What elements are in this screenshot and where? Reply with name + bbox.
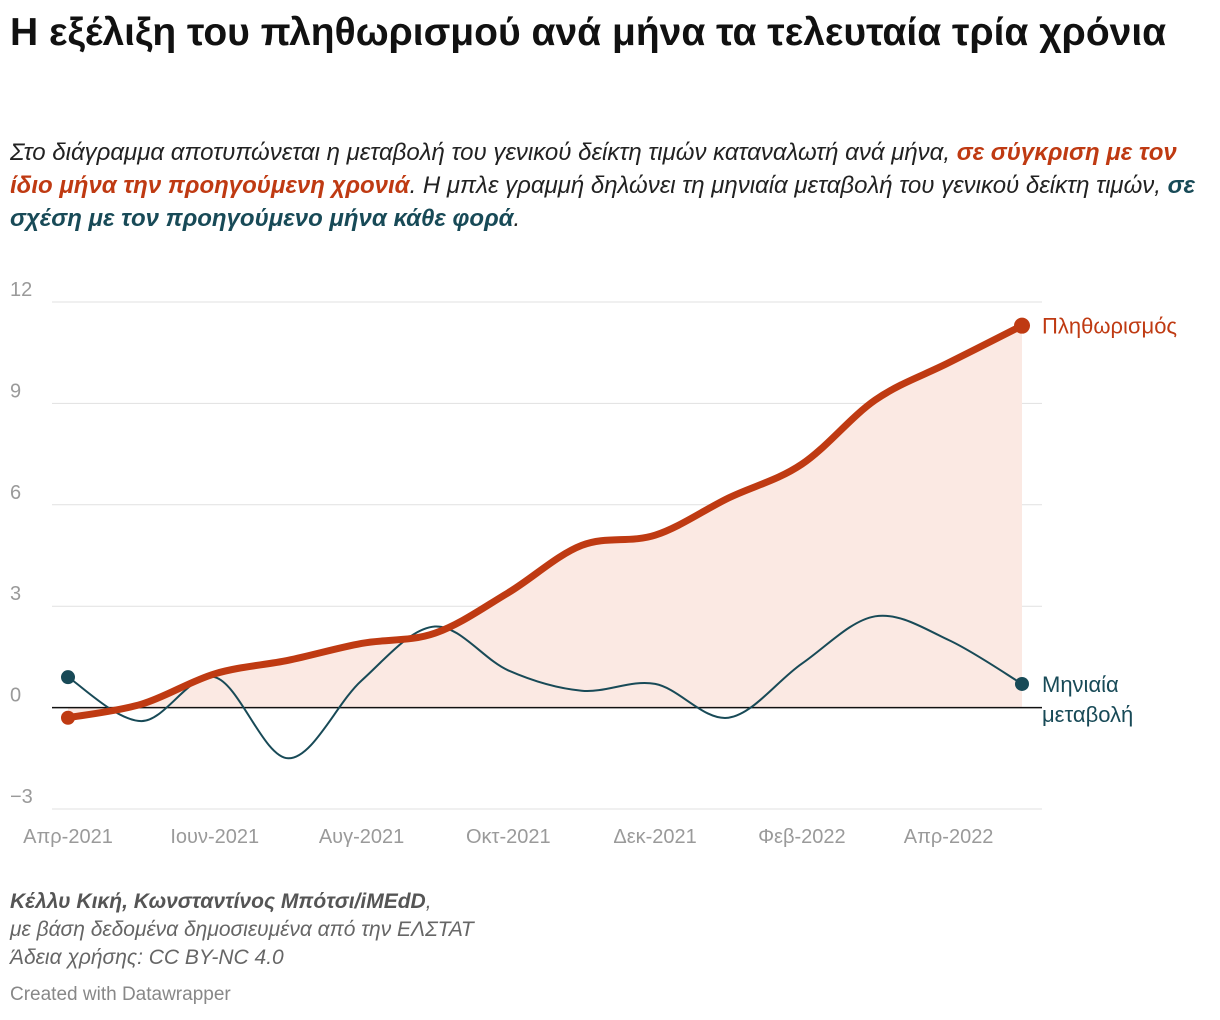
subtitle-highlight-monthly: σε σχέση με τον προηγούμενο μήνα κάθε φο…: [10, 172, 1196, 232]
chart-subtitle: Στο διάγραμμα αποτυπώνεται η μεταβολή το…: [10, 136, 1205, 235]
footer-license: Άδεια χρήσης: CC BY-NC 4.0: [10, 946, 284, 969]
datawrapper-credit: Created with Datawrapper: [10, 984, 231, 1005]
inflation-area: [68, 325, 1022, 718]
monthly-end-dot: [1015, 676, 1029, 691]
y-tick-label: 6: [10, 482, 21, 504]
y-tick-label: 0: [10, 685, 21, 707]
x-tick-label: Απρ-2022: [904, 826, 994, 848]
x-axis-ticks: Απρ-2021 Ιουν-2021 Αυγ-2021 Οκτ-2021 Δεκ-202…: [23, 826, 993, 848]
x-tick-label: Απρ-2021: [23, 826, 113, 848]
x-tick-label: Αυγ-2021: [319, 826, 404, 848]
footer-source: με βάση δεδομένα δημοσιευμένα από την ΕΛ…: [10, 918, 474, 941]
monthly-series-label-line-2: μεταβολή: [1042, 702, 1133, 727]
monthly-series-label-line-1: Μηνιαία: [1042, 672, 1119, 697]
footer-authors: Κέλλυ Κική, Κωνσταντίνος Μπότσι/iMEdD: [10, 890, 426, 913]
subtitle-part-1: Στο διάγραμμα αποτυπώνεται η μεταβολή το…: [10, 139, 957, 166]
x-tick-label: Οκτ-2021: [466, 826, 551, 848]
endpoint-dots: [61, 317, 1030, 725]
y-tick-label: 9: [10, 380, 21, 402]
subtitle-part-2: . Η μπλε γραμμή δηλώνει τη μηνιαία μεταβ…: [409, 172, 1168, 199]
y-tick-label: 12: [10, 279, 32, 301]
chart-footer: Κέλλυ Κική, Κωνσταντίνος Μπότσι/iMEdD, μ…: [10, 888, 474, 972]
inflation-series-label: Πληθωρισμός: [1042, 314, 1177, 339]
y-tick-label: −3: [10, 786, 33, 808]
x-tick-label: Ιουν-2021: [170, 826, 259, 848]
monthly-start-dot: [61, 670, 75, 685]
monthly-change-line: [67, 614, 1023, 760]
y-tick-label: 3: [10, 583, 21, 605]
inflation-line: [64, 322, 1026, 722]
inflation-end-dot: [1014, 317, 1030, 334]
y-axis-ticks: −3 0 3 6 9 12: [10, 279, 33, 808]
chart-title: Η εξέλιξη του πληθωρισμού ανά μήνα τα τε…: [10, 11, 1167, 54]
x-tick-label: Φεβ-2022: [758, 826, 846, 848]
inflation-start-dot: [61, 710, 75, 725]
footer-authors-suffix: ,: [425, 890, 432, 913]
subtitle-highlight-inflation: σε σύγκριση με τον ίδιο μήνα την προηγού…: [10, 139, 1177, 199]
x-tick-label: Δεκ-2021: [613, 826, 696, 848]
subtitle-part-3: .: [513, 205, 521, 232]
line-chart: −3 0 3 6 9 12 Απρ-2021 Ιουν-2021 Αυγ-2021 Οκτ-20…: [10, 279, 1177, 848]
